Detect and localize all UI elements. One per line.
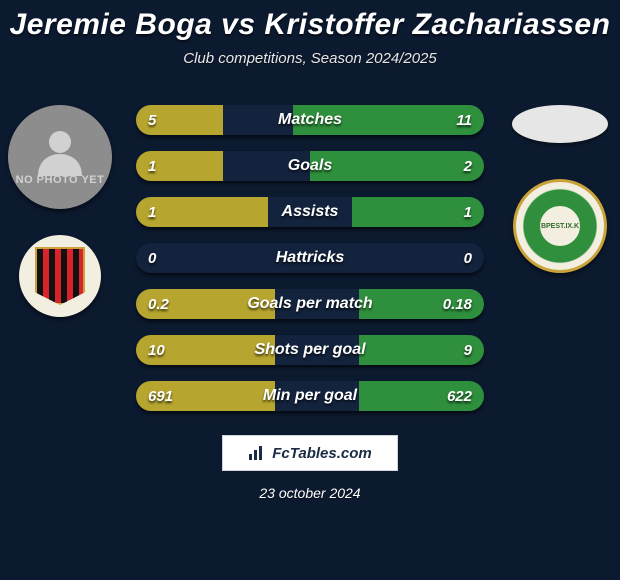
stat-label: Shots per goal — [136, 335, 484, 365]
stat-label: Assists — [136, 197, 484, 227]
player2-avatar-placeholder — [512, 105, 608, 143]
site-name: FcTables.com — [272, 445, 371, 462]
no-photo-label: NO PHOTO YET — [16, 174, 105, 186]
page-title: Jeremie Boga vs Kristoffer Zachariassen — [0, 0, 620, 42]
stat-label: Hattricks — [136, 243, 484, 273]
report-date: 23 october 2024 — [0, 485, 620, 501]
stat-row: 12Goals — [136, 151, 484, 181]
site-attribution: FcTables.com — [222, 435, 398, 471]
stat-row: 11Assists — [136, 197, 484, 227]
stat-row: 109Shots per goal — [136, 335, 484, 365]
vs-separator: vs — [221, 8, 255, 41]
player2-club-badge: BPEST.IX.K — [513, 179, 607, 273]
stat-label: Goals per match — [136, 289, 484, 319]
ogc-nice-crest-icon — [35, 247, 85, 305]
stat-row: 00Hattricks — [136, 243, 484, 273]
stat-label: Matches — [136, 105, 484, 135]
comparison-content: NO PHOTO YET BPEST.IX.K 511Matches 12Goal… — [0, 105, 620, 411]
club-badge-inner-text: BPEST.IX.K — [541, 223, 579, 230]
stat-label: Goals — [136, 151, 484, 181]
player1-name: Jeremie Boga — [10, 8, 213, 41]
player2-name: Kristoffer Zachariassen — [264, 8, 610, 41]
subtitle: Club competitions, Season 2024/2025 — [0, 50, 620, 67]
stat-bars: 511Matches 12Goals 11Assists 00Hattricks 0.2… — [136, 105, 484, 411]
ferencvaros-crest-icon: BPEST.IX.K — [538, 204, 582, 248]
stat-row: 691622Min per goal — [136, 381, 484, 411]
player1-avatar-placeholder: NO PHOTO YET — [8, 105, 112, 209]
left-player-column: NO PHOTO YET — [0, 105, 120, 317]
player1-club-badge — [19, 235, 101, 317]
stat-row: 511Matches — [136, 105, 484, 135]
stat-label: Min per goal — [136, 381, 484, 411]
right-player-column: BPEST.IX.K — [500, 105, 620, 273]
stat-row: 0.20.18Goals per match — [136, 289, 484, 319]
bar-chart-icon — [248, 444, 266, 462]
person-silhouette-icon — [28, 128, 92, 176]
